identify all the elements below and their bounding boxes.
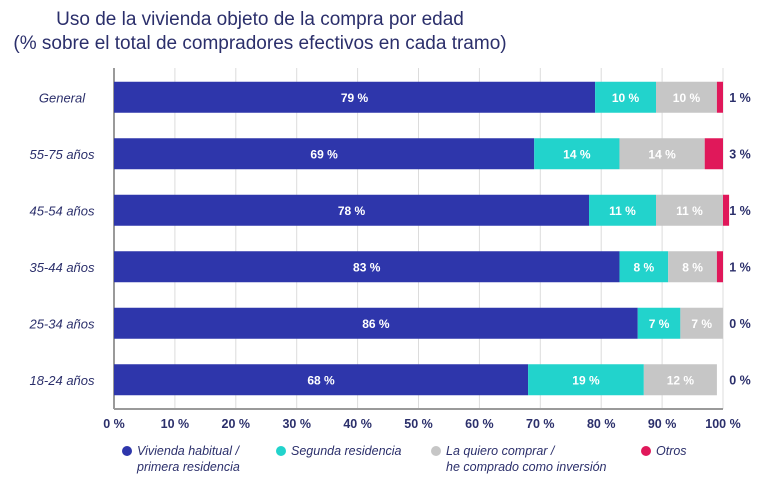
data-label: 11 % [609, 204, 636, 218]
chart-subtitle: (% sobre el total de compradores efectiv… [13, 33, 507, 54]
legend-label-line1: Segunda residencia [291, 444, 402, 458]
legend-label-line1: Vivienda habitual / [137, 444, 239, 458]
data-label-otros: 1 % [729, 260, 751, 274]
data-label: 7 % [691, 317, 712, 331]
x-tick-label: 100 % [705, 417, 740, 431]
data-label: 14 % [648, 147, 676, 161]
data-label: 10 % [612, 91, 640, 105]
bar-segment [619, 251, 669, 283]
bar-segment [114, 194, 590, 226]
legend-label-line1: La quiero comprar / [446, 444, 555, 458]
legend-item-segunda-residencia: Segunda residencia [276, 443, 402, 459]
legend-item-inversion: La quiero comprar / he comprado como inv… [431, 443, 607, 475]
data-label: 78 % [338, 204, 366, 218]
bar-segment [716, 81, 723, 113]
category-label: 25-34 años [28, 316, 95, 331]
legend-label-line2: primera residencia [137, 460, 240, 474]
legend-swatch-inversion [431, 446, 441, 456]
legend-swatch-segunda-residencia [276, 446, 286, 456]
bar-segment [619, 138, 705, 170]
bar-segment [528, 364, 644, 396]
data-label: 68 % [307, 373, 335, 387]
data-label-otros: 0 % [729, 317, 751, 331]
data-label-otros: 0 % [729, 373, 751, 387]
x-tick-label: 10 % [161, 417, 190, 431]
bar-segment [716, 251, 723, 283]
data-label-otros: 3 % [729, 147, 751, 161]
legend-label-line2: he comprado como inversión [446, 460, 607, 474]
data-label: 8 % [682, 260, 703, 274]
x-tick-label: 70 % [526, 417, 555, 431]
legend-label-line1: Otros [656, 444, 687, 458]
data-label: 7 % [649, 317, 670, 331]
data-label: 86 % [362, 317, 390, 331]
category-label: 18-24 años [29, 373, 95, 388]
x-tick-label: 40 % [343, 417, 372, 431]
x-tick-label: 30 % [282, 417, 311, 431]
legend-swatch-vivienda-habitual [122, 446, 132, 456]
bar-segment [704, 138, 723, 170]
bar-segment [589, 194, 657, 226]
data-label: 69 % [310, 147, 338, 161]
category-label: 55-75 años [29, 147, 95, 162]
bar-segment [114, 251, 620, 283]
bar-segment [114, 307, 638, 339]
data-label-otros: 1 % [729, 91, 751, 105]
legend-item-vivienda-habitual: Vivienda habitual / primera residencia [122, 443, 240, 475]
x-tick-label: 50 % [404, 417, 433, 431]
bar-segment [637, 307, 681, 339]
bar-segment [643, 364, 717, 396]
bar-segment [656, 194, 723, 226]
data-label: 14 % [563, 147, 591, 161]
x-tick-label: 20 % [222, 417, 251, 431]
x-tick-label: 60 % [465, 417, 494, 431]
bar-segment [114, 81, 596, 113]
x-tick-label: 0 % [103, 417, 125, 431]
data-label: 79 % [341, 91, 369, 105]
category-label: 35-44 años [29, 260, 95, 275]
legend-item-otros: Otros [641, 443, 687, 459]
bar-segment [680, 307, 723, 339]
category-label: General [39, 90, 86, 105]
data-label-otros: 1 % [729, 204, 751, 218]
bar-segment [656, 81, 717, 113]
legend-swatch-otros [641, 446, 651, 456]
bar-segment [668, 251, 717, 283]
bar-segment [723, 194, 730, 226]
bar-segment [114, 138, 535, 170]
bar-segment [595, 81, 657, 113]
bar-segment [114, 364, 529, 396]
data-label: 19 % [572, 373, 600, 387]
stacked-bar-chart: 0 % 10 % 20 % 30 % 40 % 50 % 60 % 70 % 80 % 90 % 1… [28, 68, 751, 431]
category-label: 45-54 años [29, 203, 95, 218]
data-label: 8 % [633, 260, 654, 274]
chart-title: Uso de la vivienda objeto de la compra p… [56, 9, 464, 30]
data-label: 10 % [673, 91, 701, 105]
bar-segment [534, 138, 620, 170]
x-tick-label: 80 % [587, 417, 616, 431]
data-label: 12 % [667, 373, 695, 387]
x-tick-label: 90 % [648, 417, 677, 431]
data-label: 83 % [353, 260, 381, 274]
data-label: 11 % [676, 204, 703, 218]
